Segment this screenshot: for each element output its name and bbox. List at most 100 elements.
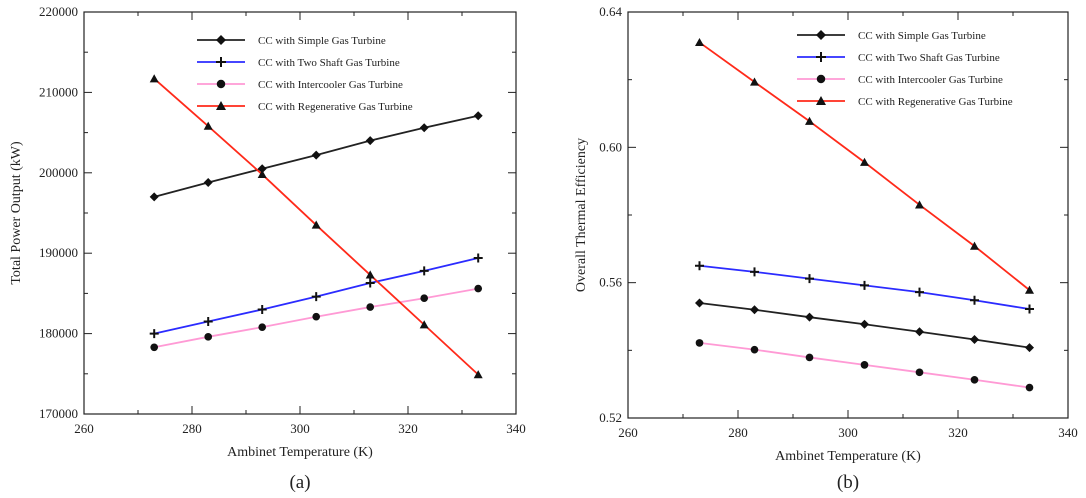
series-0	[695, 298, 1034, 353]
series-1	[695, 261, 1034, 314]
legend-label: CC with Simple Gas Turbine	[858, 30, 986, 42]
data-point	[860, 361, 869, 369]
data-point	[860, 280, 869, 290]
data-point	[474, 284, 483, 293]
data-point	[473, 370, 483, 379]
series-2	[150, 284, 483, 352]
data-point	[366, 303, 375, 311]
data-point	[311, 292, 321, 302]
data-point	[419, 266, 429, 276]
y-tick-label: 0.64	[599, 4, 622, 19]
data-point	[805, 353, 814, 362]
panel-caption: (b)	[837, 472, 859, 493]
data-point	[203, 177, 213, 187]
data-point	[257, 169, 267, 179]
data-point	[257, 164, 267, 174]
data-point	[312, 312, 321, 321]
data-point	[915, 287, 924, 297]
legend-label: CC with Simple Gas Turbine	[258, 35, 386, 47]
series-2	[695, 339, 1034, 392]
legend-label: CC with Two Shaft Gas Turbine	[858, 52, 1000, 64]
data-point	[970, 295, 979, 305]
legend-a: CC with Simple Gas Turbine CC with Two Sh…	[197, 35, 413, 113]
data-point	[970, 335, 979, 345]
x-tick-label: 340	[1058, 425, 1078, 440]
data-point	[149, 74, 159, 83]
data-point	[695, 298, 704, 308]
data-point	[149, 192, 159, 202]
data-point	[750, 305, 759, 315]
data-point	[203, 121, 213, 130]
x-tick-label: 260	[74, 421, 94, 436]
legend-label: CC with Regenerative Gas Turbine	[858, 96, 1013, 108]
legend-label: CC with Two Shaft Gas Turbine	[258, 57, 400, 69]
y-tick-label: 200000	[39, 165, 78, 180]
series-1	[149, 253, 483, 339]
series-3	[149, 74, 483, 379]
data-point	[695, 37, 704, 47]
plot-frame-b	[627, 11, 1069, 419]
data-point	[970, 375, 979, 384]
x-tick-label: 300	[290, 421, 310, 436]
data-point	[750, 77, 759, 86]
data-point	[1025, 304, 1034, 314]
data-point	[1025, 383, 1034, 392]
data-point	[750, 267, 759, 277]
y-tick-label: 180000	[39, 326, 78, 341]
data-point	[419, 320, 429, 329]
legend-label: CC with Regenerative Gas Turbine	[258, 101, 413, 113]
legend-marker	[216, 35, 226, 45]
data-point	[695, 339, 704, 347]
y-tick-label: 170000	[39, 406, 78, 421]
data-point	[365, 136, 375, 146]
data-point	[311, 150, 321, 160]
panel-caption: (a)	[289, 472, 310, 493]
legend-label: CC with Intercooler Gas Turbine	[258, 79, 403, 91]
legend-marker	[216, 101, 226, 110]
data-point	[149, 329, 159, 339]
data-point	[1025, 343, 1034, 353]
data-point	[695, 261, 704, 271]
y-tick-label: 0.60	[599, 139, 622, 154]
data-point	[805, 312, 814, 322]
x-tick-label: 300	[838, 425, 858, 440]
data-point	[915, 200, 924, 209]
data-point	[915, 368, 924, 377]
data-point	[473, 111, 483, 121]
plot-frame-a	[83, 11, 517, 415]
data-point	[150, 343, 159, 352]
y-tick-label: 220000	[39, 4, 78, 19]
legend-marker	[816, 30, 826, 40]
x-tick-label: 340	[506, 421, 526, 436]
legend-b: CC with Simple Gas Turbine CC with Two Sh…	[797, 30, 1013, 108]
data-point	[970, 241, 979, 250]
x-tick-label: 320	[948, 425, 968, 440]
data-point	[204, 332, 213, 341]
data-point	[750, 345, 759, 354]
data-point	[860, 157, 869, 166]
data-point	[860, 319, 869, 329]
legend-marker	[216, 79, 226, 89]
data-point	[365, 278, 375, 288]
data-point	[365, 270, 375, 279]
series-3	[695, 37, 1034, 294]
y-axis-title: Total Power Output (kW)	[9, 141, 24, 285]
data-point	[419, 123, 429, 133]
y-tick-label: 0.52	[599, 410, 622, 425]
data-point	[915, 327, 924, 337]
y-tick-label: 0.56	[599, 275, 622, 290]
x-tick-label: 280	[728, 425, 748, 440]
legend-marker	[216, 57, 226, 67]
legend-marker	[816, 74, 826, 84]
y-tick-label: 190000	[39, 245, 78, 260]
data-point	[203, 317, 213, 327]
x-axis-title: Ambinet Temperature (K)	[775, 449, 921, 464]
chart-panel-b: 260 280 300 320 340 0.52 0.56 0.60 0.64 Ambinet T…	[574, 4, 1078, 493]
chart-panel-a: 260 280 300 320 340 170000 180000 190000 200000 2…	[9, 4, 526, 493]
legend-marker	[816, 52, 826, 62]
x-tick-label: 260	[618, 425, 638, 440]
series-0	[149, 111, 483, 202]
x-tick-label: 280	[182, 421, 202, 436]
data-point	[257, 304, 267, 314]
